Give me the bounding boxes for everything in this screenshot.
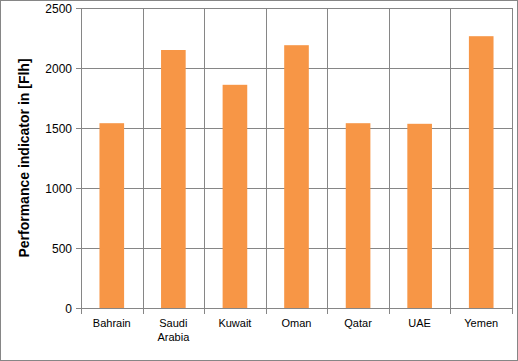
x-tick-label-line: Saudi	[159, 317, 187, 329]
x-tick-label: Kuwait	[218, 317, 251, 329]
x-tick-label-line: Oman	[282, 317, 312, 329]
category-separator	[204, 8, 205, 314]
bar	[407, 124, 432, 308]
category-separator	[143, 8, 144, 314]
grid-line	[81, 308, 512, 309]
x-tick-label-line: Bahrain	[93, 317, 131, 329]
y-tick-label: 1000	[45, 182, 72, 196]
category-separator	[266, 8, 267, 314]
category-separator	[81, 8, 82, 314]
bars	[99, 36, 493, 308]
category-separator	[450, 8, 451, 314]
grid-line	[81, 8, 512, 9]
y-tick	[76, 8, 81, 9]
y-tick-label: 2000	[45, 62, 72, 76]
x-tick-label: Qatar	[344, 317, 372, 329]
x-tick-label-line: Arabia	[157, 331, 190, 343]
x-tick-label: Bahrain	[93, 317, 131, 329]
y-tick-label: 0	[65, 302, 72, 316]
x-tick-label-line: UAE	[408, 317, 431, 329]
bar	[284, 45, 309, 308]
x-axis-line	[81, 308, 512, 309]
y-tick	[76, 68, 81, 69]
y-tick-label: 2500	[45, 2, 72, 16]
x-tick-label: UAE	[408, 317, 431, 329]
bar	[469, 36, 494, 308]
category-separator	[389, 8, 390, 314]
bar	[346, 123, 371, 308]
bar	[161, 50, 186, 308]
bar	[223, 85, 248, 308]
x-tick-label: Saudi Arabia	[157, 317, 190, 343]
y-axis-line	[81, 8, 82, 308]
y-axis-label: Performance indicator in [Flh]	[16, 58, 32, 257]
x-tick-label: Yemen	[464, 317, 498, 329]
x-tick-label-line: Qatar	[344, 317, 372, 329]
y-tick-label: 1500	[45, 122, 72, 136]
x-tick-label: Oman	[282, 317, 312, 329]
y-tick	[76, 308, 81, 309]
category-separator	[327, 8, 328, 314]
category-separator	[512, 8, 513, 314]
y-tick-label: 500	[52, 242, 72, 256]
y-tick	[76, 128, 81, 129]
chart-container: 0 500 1000 1500 2000 2500 Bahrain Saudi Arabia Ku…	[0, 0, 518, 361]
x-tick-label-line: Yemen	[464, 317, 498, 329]
chart-border	[1, 1, 518, 361]
chart-svg: 0 500 1000 1500 2000 2500 Bahrain Saudi Arabia Ku…	[0, 0, 518, 361]
bar	[99, 123, 124, 308]
y-tick	[76, 188, 81, 189]
y-tick	[76, 248, 81, 249]
x-tick-label-line: Kuwait	[218, 317, 251, 329]
